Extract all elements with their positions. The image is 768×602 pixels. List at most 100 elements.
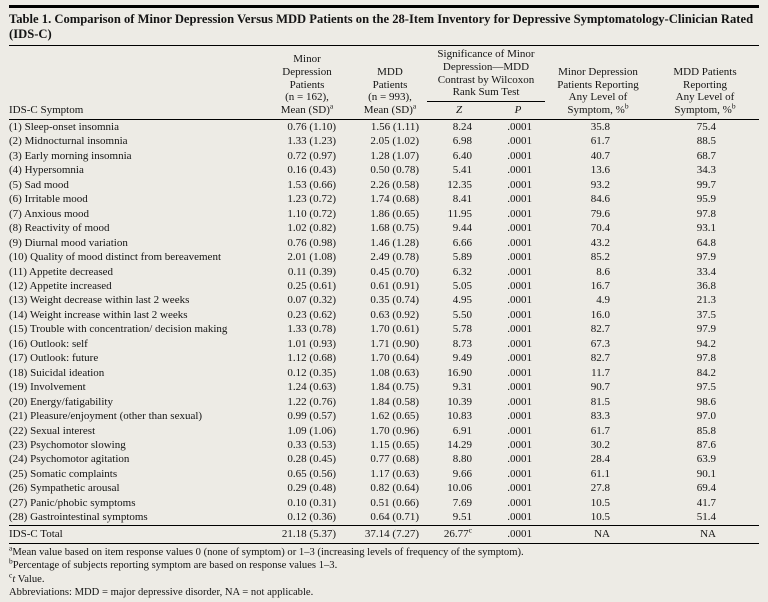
table-row: (28) Gastrointestinal symptoms 0.12 (0.36… [9, 510, 759, 525]
minor-pct-cell: NA [545, 524, 651, 544]
symptom-cell: (17) Outlook: future [9, 352, 99, 365]
footnotes: aMean value based on item response value… [9, 543, 759, 602]
minor-mean-cell: 1.24 (0.63) [287, 381, 336, 394]
minor-mean-cell: 1.33 (0.78) [287, 323, 336, 336]
table-row: (10) Quality of mood distinct from berea… [9, 250, 759, 264]
table-row: (25) Somatic complaints 0.65 (0.56) 1.17 (… [9, 467, 759, 481]
symptom-cell: (2) Midnocturnal insomnia [9, 135, 128, 148]
z-cell: 5.50 [452, 308, 472, 321]
minor-pct-cell: 61.7 [590, 135, 610, 148]
minor-pct-cell: 10.5 [590, 496, 610, 509]
z-cell: 10.06 [447, 482, 472, 495]
footnote-marker: b [731, 101, 736, 111]
symptom-cell: (22) Sexual interest [9, 424, 96, 437]
mdd-pct-cell: 85.8 [696, 424, 716, 437]
z-cell: 6.40 [452, 149, 472, 162]
symptom-cell: (16) Outlook: self [9, 337, 88, 350]
mdd-mean-cell: 0.50 (0.78) [370, 164, 419, 177]
header-text: Minor Depression Patients Reporting Any … [557, 65, 639, 117]
mdd-pct-cell: 21.3 [696, 294, 716, 307]
z-cell: 6.91 [452, 424, 472, 437]
col-header-symptom: IDS-C Symptom [9, 46, 261, 120]
z-cell: 5.41 [452, 164, 472, 177]
mdd-mean-cell: 2.49 (0.78) [370, 251, 419, 264]
mdd-pct-cell: 97.0 [696, 410, 716, 423]
minor-mean-cell: 0.28 (0.45) [287, 453, 336, 466]
minor-pct-cell: 93.2 [590, 178, 610, 191]
table-row: (17) Outlook: future 1.12 (0.68) 1.70 (0.6… [9, 351, 759, 365]
mdd-pct-cell: 63.9 [696, 453, 716, 466]
minor-mean-cell: 0.33 (0.53) [287, 438, 336, 451]
minor-mean-cell: 1.10 (0.72) [287, 207, 336, 220]
table-row: (2) Midnocturnal insomnia 1.33 (1.23) 2.05… [9, 134, 759, 148]
mdd-pct-cell: 75.4 [696, 120, 716, 133]
z-cell: 4.95 [452, 294, 472, 307]
footnote-marker: b [624, 101, 629, 111]
mdd-pct-cell: 95.9 [696, 193, 716, 206]
minor-pct-cell: 10.5 [590, 511, 610, 524]
col-header-z: Z [427, 101, 491, 120]
p-cell: .0001 [507, 279, 532, 292]
p-cell: .0001 [507, 496, 532, 509]
symptom-cell: (27) Panic/phobic symptoms [9, 496, 136, 509]
table-figure: Table 1. Comparison of Minor Depression … [9, 5, 759, 602]
footnote: aMean value based on item response value… [9, 543, 524, 559]
table-title: Table 1. Comparison of Minor Depression … [9, 8, 759, 46]
mdd-pct-cell: 93.1 [696, 222, 716, 235]
symptom-cell: (3) Early morning insomnia [9, 149, 132, 162]
z-cell: 9.44 [452, 222, 472, 235]
minor-pct-cell: 40.7 [590, 149, 610, 162]
mdd-mean-cell: 1.46 (1.28) [370, 236, 419, 249]
p-cell: .0001 [507, 251, 532, 264]
header-text: Significance of Minor Depression—MDD Con… [437, 48, 535, 99]
symptom-cell: (25) Somatic complaints [9, 467, 118, 480]
p-cell: .0001 [507, 193, 532, 206]
table-row: (21) Pleasure/enjoyment (other than sexu… [9, 409, 759, 423]
minor-pct-cell: 83.3 [590, 410, 610, 423]
p-cell: .0001 [507, 308, 532, 321]
total-row: IDS-C Total 21.18 (5.37) 37.14 (7.27) 26.77… [9, 524, 759, 544]
z-cell: 12.35 [447, 178, 472, 191]
symptom-cell: (6) Irritable mood [9, 193, 88, 206]
symptom-cell: (11) Appetite decreased [9, 265, 114, 278]
mdd-mean-cell: 1.62 (0.65) [370, 410, 419, 423]
col-header-minor-mean: Minor Depression Patients (n = 162), Mea… [261, 46, 353, 120]
minor-pct-cell: 11.7 [591, 366, 610, 379]
mdd-pct-cell: 97.9 [696, 323, 716, 336]
minor-mean-cell: 1.53 (0.66) [287, 178, 336, 191]
minor-pct-cell: 16.7 [590, 279, 610, 292]
minor-pct-cell: 61.1 [590, 467, 610, 480]
mdd-mean-cell: 0.45 (0.70) [370, 265, 419, 278]
table-row: (15) Trouble with concentration/ decisio… [9, 322, 759, 336]
table-row: (14) Weight increase within last 2 weeks… [9, 308, 759, 322]
col-header-significance-group: Significance of Minor Depression—MDD Con… [427, 46, 545, 103]
table-row: (11) Appetite decreased 0.11 (0.39) 0.45 (… [9, 265, 759, 279]
mdd-pct-cell: 94.2 [696, 337, 716, 350]
p-cell: .0001 [491, 524, 545, 544]
minor-mean-cell: 0.76 (0.98) [287, 236, 336, 249]
mdd-mean-cell: 1.86 (0.65) [370, 207, 419, 220]
z-cell: 26.77c [427, 524, 491, 544]
mdd-mean-cell: 2.05 (1.02) [370, 135, 419, 148]
z-cell: 8.80 [452, 453, 472, 466]
symptom-cell: (19) Involvement [9, 381, 86, 394]
table-row: (8) Reactivity of mood 1.02 (0.82) 1.68 (0… [9, 221, 759, 235]
mdd-mean-cell: 0.51 (0.66) [370, 496, 419, 509]
p-cell: .0001 [507, 511, 532, 524]
symptom-cell: (15) Trouble with concentration/ decisio… [9, 323, 228, 336]
z-cell: 5.89 [452, 251, 472, 264]
table-row: (27) Panic/phobic symptoms 0.10 (0.31) 0.5… [9, 496, 759, 510]
footnote-marker: a [9, 543, 13, 553]
symptom-cell: (28) Gastrointestinal symptoms [9, 511, 148, 524]
mdd-pct-cell: 98.6 [696, 395, 716, 408]
col-header-mdd-pct: MDD Patients Reporting Any Level of Symp… [651, 46, 759, 120]
symptom-cell: (13) Weight decrease within last 2 weeks [9, 294, 190, 307]
symptom-cell: (8) Reactivity of mood [9, 222, 110, 235]
table-row: (7) Anxious mood 1.10 (0.72) 1.86 (0.65) 11… [9, 207, 759, 221]
symptom-cell: (20) Energy/fatigability [9, 395, 113, 408]
symptom-cell: (23) Psychomotor slowing [9, 438, 126, 451]
minor-mean-cell: 0.12 (0.35) [287, 366, 336, 379]
mdd-pct-cell: NA [651, 524, 759, 544]
z-cell: 9.66 [452, 467, 472, 480]
mdd-mean-cell: 0.82 (0.64) [370, 482, 419, 495]
